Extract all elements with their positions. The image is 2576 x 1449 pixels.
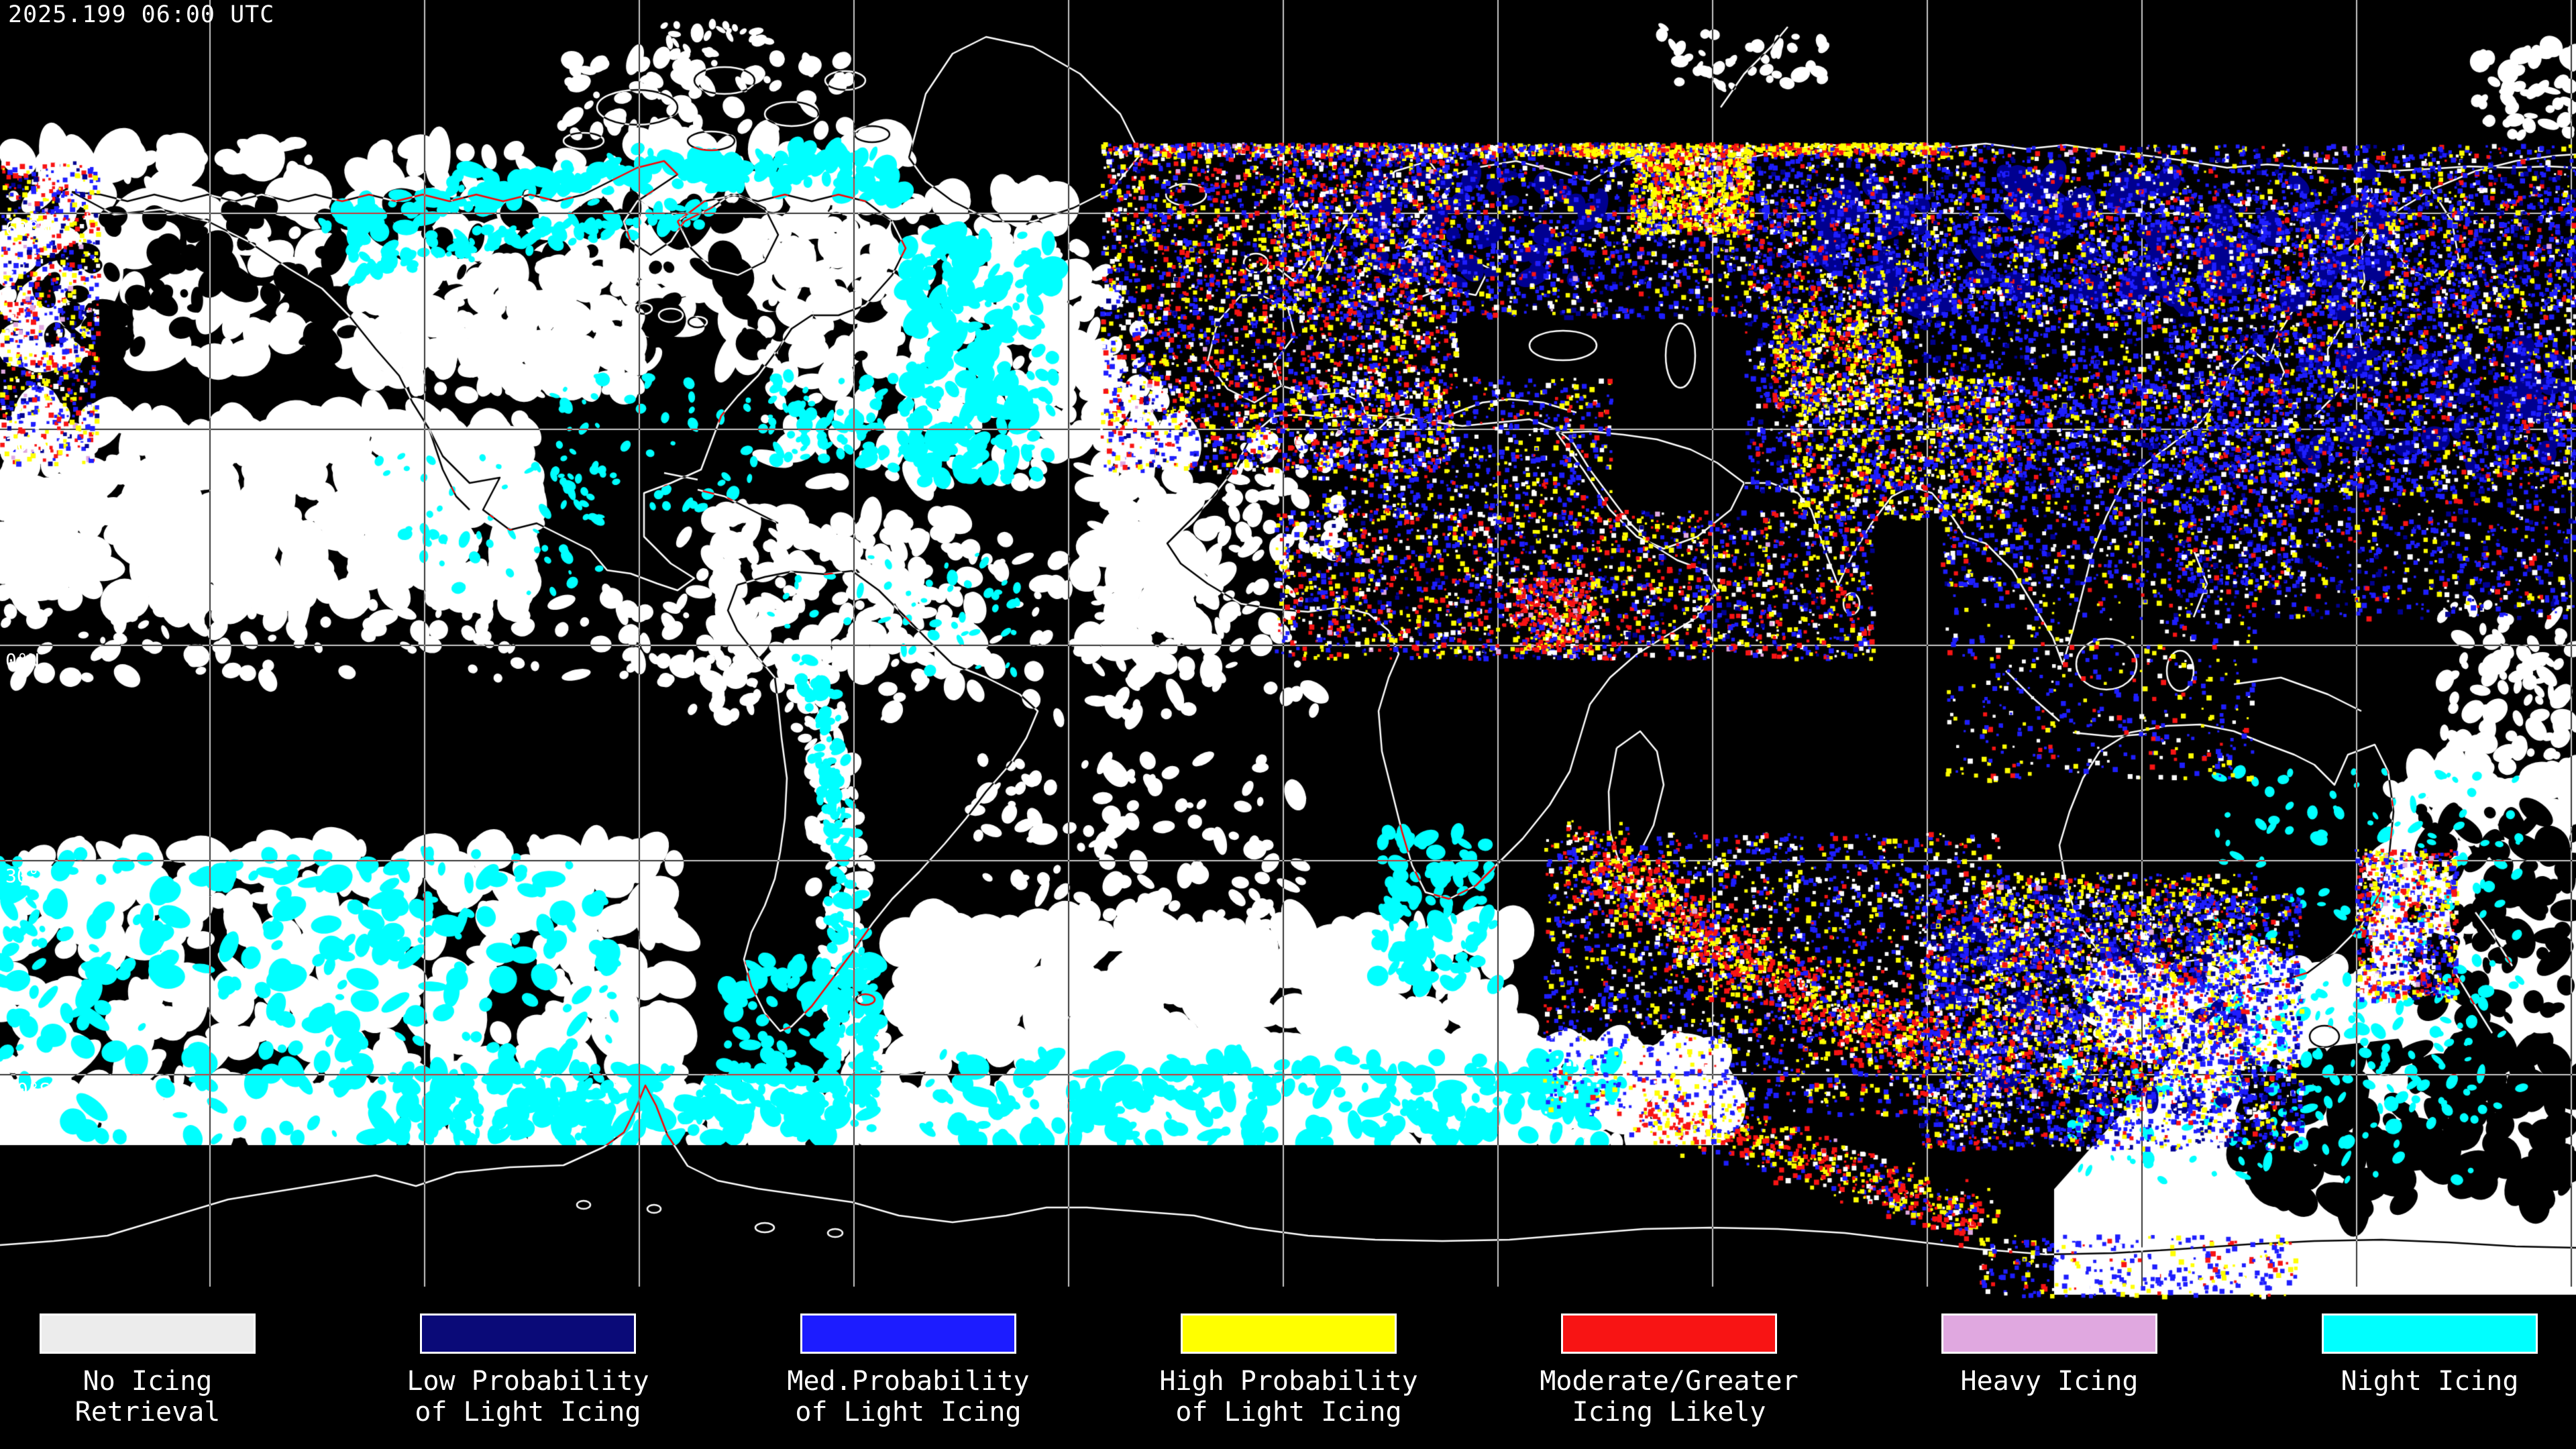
legend-label: Med.Probability of Light Icing bbox=[787, 1366, 1030, 1428]
latitude-label: 60°S bbox=[5, 1079, 51, 1101]
legend-label: Night Icing bbox=[2341, 1366, 2519, 1397]
latitude-label: 60°N bbox=[5, 217, 51, 239]
latitude-label: 30°S bbox=[5, 865, 51, 887]
legend-swatch-med-probability bbox=[800, 1313, 1016, 1354]
legend-swatch-high-probability bbox=[1181, 1313, 1397, 1354]
latitude-label: 30°N bbox=[5, 433, 51, 455]
legend-label: High Probability of Light Icing bbox=[1159, 1366, 1418, 1428]
legend-label: No Icing Retrieval bbox=[74, 1366, 221, 1428]
latitude-label: 0°N bbox=[5, 649, 40, 672]
legend-label: Low Probability of Light Icing bbox=[407, 1366, 649, 1428]
legend-label: Heavy Icing bbox=[1960, 1366, 2139, 1397]
legend-swatch-no-icing bbox=[40, 1313, 256, 1354]
legend-swatch-low-probability bbox=[420, 1313, 636, 1354]
legend-label: Moderate/Greater Icing Likely bbox=[1540, 1366, 1799, 1428]
legend-swatch-heavy-icing bbox=[1941, 1313, 2157, 1354]
legend-swatch-night-icing bbox=[2322, 1313, 2538, 1354]
timestamp: 2025.199 06:00 UTC bbox=[8, 1, 275, 28]
legend-swatch-moderate-greater bbox=[1561, 1313, 1777, 1354]
